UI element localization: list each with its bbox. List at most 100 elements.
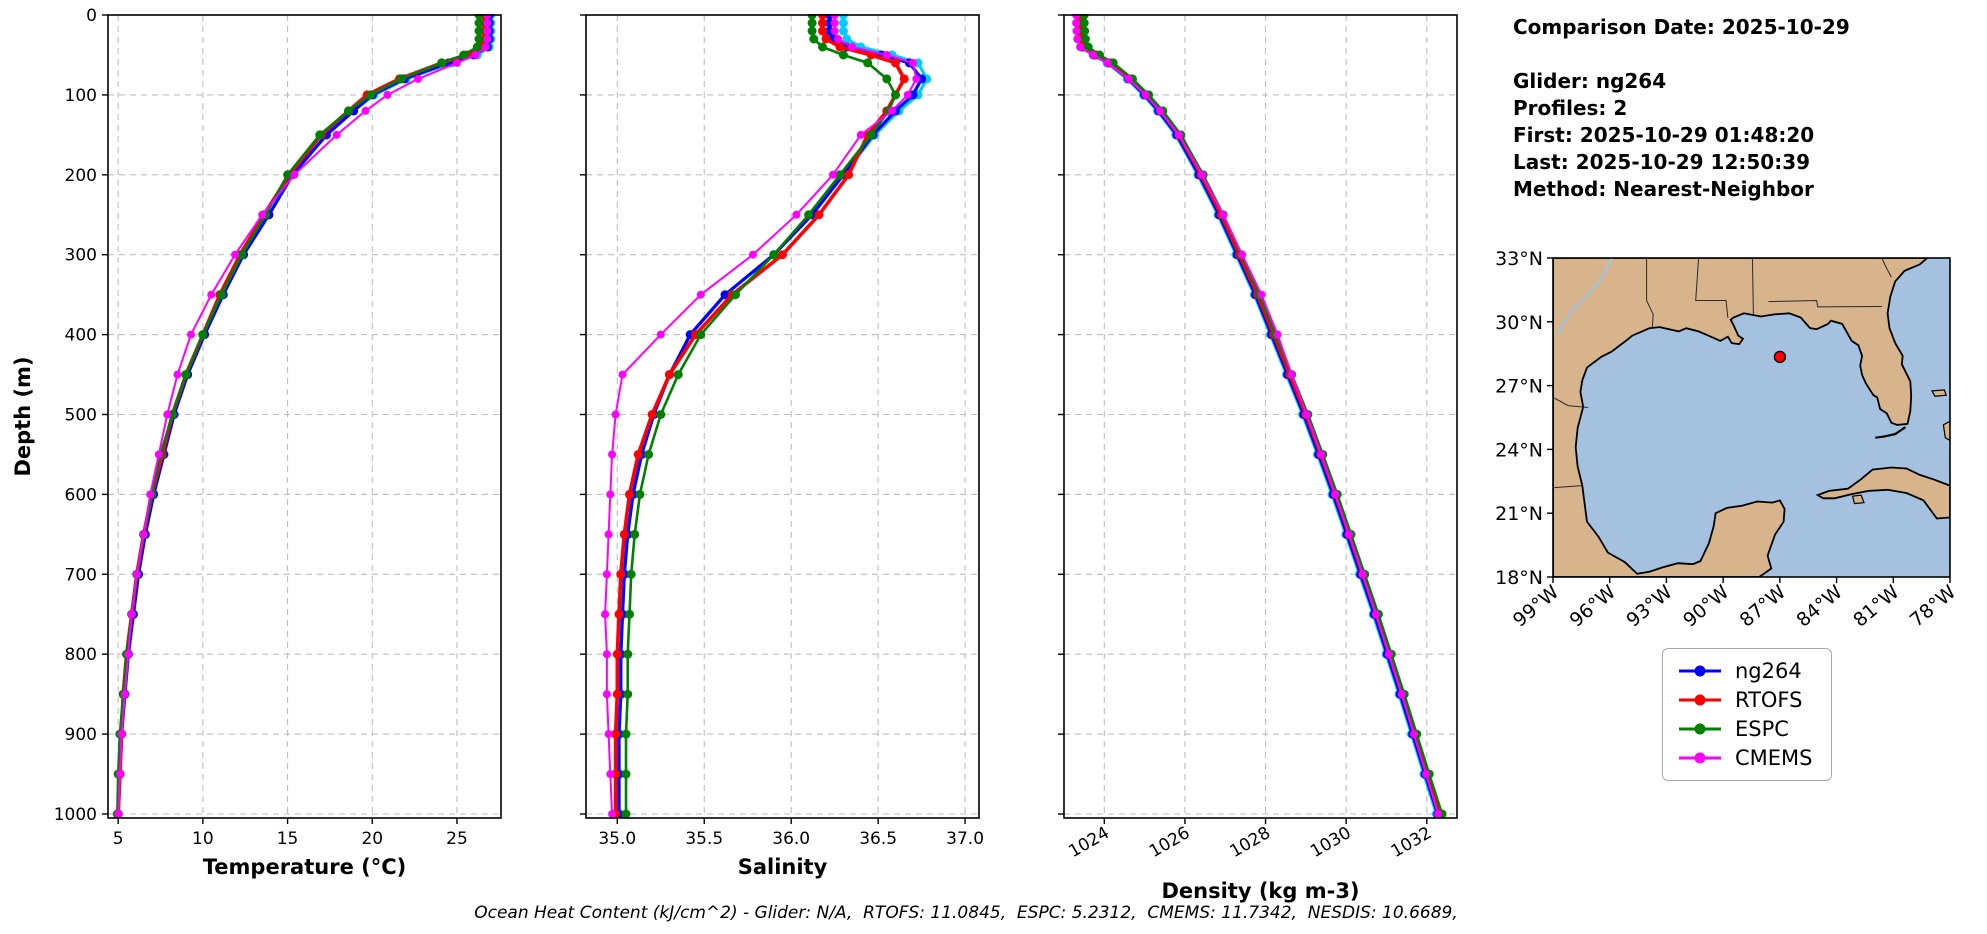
legend-entry-CMEMS: CMEMS: [1677, 746, 1813, 770]
salinity-axes-frame: [585, 14, 980, 819]
map-land-isle-of-youth: [1851, 494, 1865, 505]
series-line-CMEMS: [604, 14, 918, 815]
x-tick-label: 10: [192, 829, 214, 849]
y-tick-label: 300: [65, 246, 97, 266]
x-tick-label: 1028: [1227, 823, 1274, 862]
comparison-date: Comparison Date: 2025-10-29: [1513, 15, 1850, 39]
density-axes-frame: [1063, 14, 1458, 819]
info-panel: Comparison Date: 2025-10-29 Glider: ng26…: [1513, 14, 1850, 203]
x-tick-label: 15: [277, 829, 299, 849]
map-state-border: [1751, 258, 1754, 316]
legend-label: RTOFS: [1735, 688, 1803, 712]
panel-salinity: 35.0 35.5 36.0 36.5 37.0 Salinity: [580, 14, 984, 879]
y-tick-label: 100: [65, 86, 97, 106]
map-land-mainland: [1553, 258, 1929, 577]
map-lat-tick-label: 18°N: [1495, 567, 1543, 589]
x-tick-label: 1026: [1146, 823, 1193, 862]
x-tick-label: 37.0: [946, 829, 984, 849]
map-lat-tick-label: 27°N: [1495, 376, 1543, 398]
last-timestamp: Last: 2025-10-29 12:50:39: [1513, 150, 1811, 174]
legend-line-marker-icon: [1679, 694, 1721, 706]
map-land-bahamas: [1942, 420, 1950, 442]
legend-entry-ESPC: ESPC: [1677, 717, 1813, 741]
map-florida-keys: [1875, 426, 1907, 439]
map-lon-tick-label: 81°W: [1849, 581, 1903, 632]
method: Method: Nearest-Neighbor: [1513, 177, 1814, 201]
map-land-bahamas: [1931, 389, 1948, 397]
map-lon-tick-label: 96°W: [1566, 581, 1620, 632]
map-state-border: [1768, 299, 1882, 308]
legend: ng264 RTOFS ESPC CMEMS: [1662, 648, 1832, 781]
map-state-border: [1553, 485, 1583, 489]
series-line-ng264: [617, 14, 924, 816]
ohc-caption: Ocean Heat Content (kJ/cm^2) - Glider: N…: [474, 903, 1458, 923]
x-tick-label: 25: [446, 829, 468, 849]
legend-label: ESPC: [1735, 717, 1789, 741]
glider-name: Glider: ng264: [1513, 69, 1667, 93]
map-state-border: [1695, 258, 1729, 319]
salinity-axis-label: Salinity: [738, 855, 828, 879]
y-tick-label: 1000: [54, 805, 97, 825]
panel-temperature: 5 10 15 20 25 0 100 200 300 400 500 600 700 800 900 100…: [11, 6, 502, 879]
map-lat-tick-label: 33°N: [1495, 248, 1543, 270]
y-tick-label: 400: [65, 326, 97, 346]
legend-entry-RTOFS: RTOFS: [1677, 688, 1813, 712]
map-state-border: [1646, 258, 1654, 328]
series-line-CMEMS: [1075, 14, 1440, 815]
salinity-grid: [586, 14, 979, 818]
x-tick-label: 1030: [1307, 823, 1354, 862]
map-lon-tick-label: 84°W: [1792, 581, 1846, 632]
legend-label: CMEMS: [1735, 746, 1813, 770]
density-axis-label: Density (kg m-3): [1161, 879, 1359, 903]
profiles-count: Profiles: 2: [1513, 96, 1628, 120]
temperature-axes-frame: [107, 14, 502, 819]
y-tick-label: 200: [65, 166, 97, 186]
map-lon-tick-label: 78°W: [1906, 581, 1960, 632]
x-tick-label: 5: [113, 829, 124, 849]
y-tick-label: 800: [65, 645, 97, 665]
y-tick-label: 900: [65, 725, 97, 745]
map-land-cuba: [1815, 466, 1950, 520]
y-tick-label: 700: [65, 565, 97, 585]
density-series: [1072, 14, 1447, 819]
temperature-series: [112, 14, 496, 819]
map-lat-tick-label: 24°N: [1495, 439, 1543, 461]
salinity-series: [601, 14, 932, 819]
legend-line-marker-icon: [1679, 665, 1721, 677]
temperature-grid: [108, 14, 501, 818]
map-frame: [1552, 257, 1951, 578]
x-tick-label: 36.5: [859, 829, 897, 849]
x-tick-label: 35.0: [598, 829, 636, 849]
legend-entry-ng264: ng264: [1677, 659, 1813, 683]
x-tick-label: 1032: [1388, 823, 1435, 862]
series-line-RTOFS: [613, 14, 907, 816]
x-tick-label: 1024: [1065, 823, 1112, 862]
y-tick-label: 0: [86, 6, 97, 26]
x-tick-label: 35.5: [685, 829, 723, 849]
panel-density: 1024 1026 1028 1030 1032 Density (kg m-3): [1058, 14, 1458, 903]
y-tick-label: 500: [65, 406, 97, 426]
legend-label: ng264: [1735, 659, 1802, 683]
series-line-ESPC: [1082, 14, 1444, 816]
map-state-border: [1881, 258, 1892, 278]
temperature-axis-label: Temperature (°C): [203, 855, 406, 879]
first-timestamp: First: 2025-10-29 01:48:20: [1513, 123, 1815, 147]
legend-line-marker-icon: [1679, 723, 1721, 735]
map-lat-tick-label: 30°N: [1495, 312, 1543, 334]
map-river: [1557, 258, 1613, 335]
legend-line-marker-icon: [1679, 752, 1721, 764]
map-lat-tick-label: 21°N: [1495, 503, 1543, 525]
glider-location-marker: [1773, 350, 1787, 364]
x-tick-label: 20: [361, 829, 383, 849]
x-tick-label: 36.0: [772, 829, 810, 849]
map-lon-tick-label: 87°W: [1736, 581, 1790, 632]
map-lon-tick-label: 93°W: [1622, 581, 1676, 632]
map-state-border: [1553, 396, 1589, 408]
location-map: 33°N30°N27°N24°N21°N18°N99°W 96°W 93°W 90°W…: [1495, 248, 1960, 632]
map-lon-tick-label: 90°W: [1679, 581, 1733, 632]
series-line-ESPC: [624, 14, 897, 816]
y-tick-label: 600: [65, 485, 97, 505]
series-line-CMEMS: [117, 14, 489, 815]
